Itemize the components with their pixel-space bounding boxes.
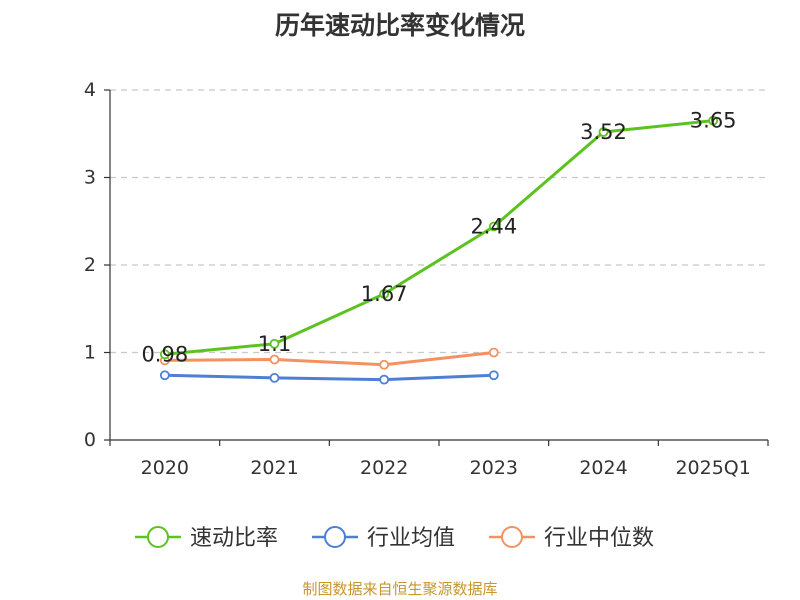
series-line	[164, 119, 714, 356]
data-point	[708, 115, 719, 126]
legend-item: 行业中位数	[489, 526, 654, 551]
legend-item: 速动比率	[135, 526, 278, 551]
legend-label: 速动比率	[190, 526, 278, 551]
data-point	[598, 127, 609, 137]
data-label: 3.52	[580, 120, 627, 144]
legend-marker	[501, 526, 523, 548]
legend-marker	[324, 526, 346, 548]
legend-marker	[147, 526, 169, 548]
legend-label: 行业中位数	[544, 526, 654, 551]
data-point	[269, 372, 280, 383]
x-tick-label: 2024	[579, 457, 627, 479]
data-point	[269, 354, 280, 365]
series-line	[164, 373, 494, 382]
legend-label: 行业均值	[367, 526, 455, 551]
data-point	[488, 347, 499, 358]
data-label: 1.67	[361, 282, 408, 306]
y-tick-label: 4	[84, 79, 96, 101]
y-tick-label: 1	[84, 342, 96, 364]
x-tick-label: 2020	[141, 457, 189, 479]
data-point	[159, 370, 170, 381]
data-point	[269, 338, 280, 349]
data-label: 1.1	[258, 332, 291, 356]
data-label: 0.98	[141, 342, 188, 366]
data-label: 3.65	[690, 109, 737, 133]
y-tick-label: 2	[84, 254, 96, 276]
chart-title: 历年速动比率变化情况	[274, 11, 525, 40]
x-tick-label: 2025Q1	[675, 457, 750, 479]
x-tick-label: 2023	[470, 457, 518, 479]
legend-item: 行业均值	[312, 526, 455, 551]
x-tick-label: 2022	[360, 457, 408, 479]
data-point	[488, 370, 499, 381]
data-point	[379, 374, 390, 385]
data-point	[379, 288, 390, 299]
x-tick-label: 2021	[250, 457, 298, 479]
source-note: 制图数据来自恒生聚源数据库	[302, 580, 498, 598]
data-point	[488, 221, 499, 232]
data-point	[379, 359, 390, 370]
data-point	[159, 349, 170, 360]
series-line	[164, 351, 494, 367]
y-tick-label: 0	[84, 429, 96, 451]
data-label: 2.44	[470, 215, 517, 239]
y-tick-label: 3	[84, 167, 96, 189]
